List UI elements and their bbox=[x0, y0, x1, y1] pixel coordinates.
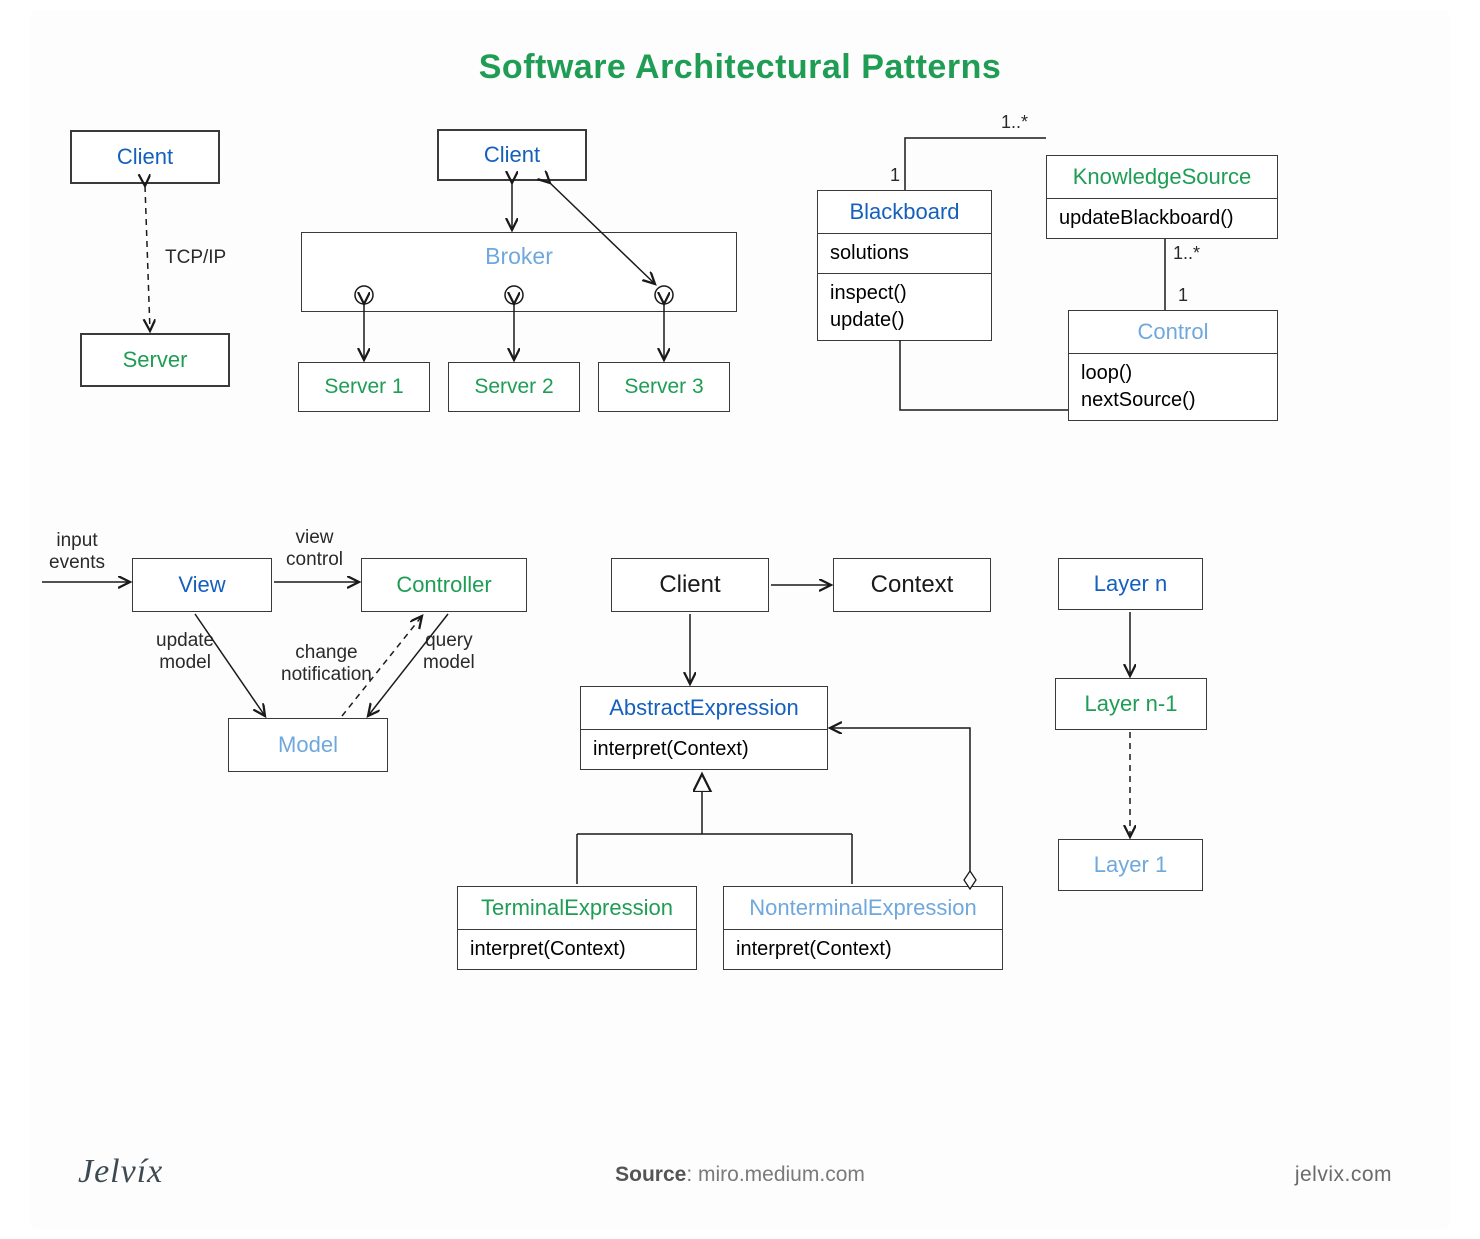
int-context-box: Context bbox=[833, 558, 991, 612]
bb-blackboard-attrs: solutions bbox=[818, 234, 991, 274]
diagram-canvas: Software Architectural Patterns Client S… bbox=[30, 10, 1450, 1229]
bb-ks-name: KnowledgeSource bbox=[1047, 156, 1277, 199]
int-abstract-uml: AbstractExpression interpret(Context) bbox=[580, 686, 828, 770]
bb-blackboard-name: Blackboard bbox=[818, 191, 991, 234]
int-terminal-uml: TerminalExpression interpret(Context) bbox=[457, 886, 697, 970]
int-terminal-name: TerminalExpression bbox=[458, 887, 696, 930]
bb-mult-1b: 1 bbox=[1178, 285, 1188, 306]
cs-edge-label: TCP/IP bbox=[165, 247, 226, 269]
broker-server2-box: Server 2 bbox=[448, 362, 580, 412]
int-abstract-name: AbstractExpression bbox=[581, 687, 827, 730]
bb-control-name: Control bbox=[1069, 311, 1277, 354]
source-value: miro.medium.com bbox=[698, 1163, 865, 1186]
bb-mult-1star-a: 1..* bbox=[1001, 112, 1028, 133]
int-nonterminal-uml: NonterminalExpression interpret(Context) bbox=[723, 886, 1003, 970]
mvc-input-label: input events bbox=[49, 530, 105, 574]
broker-box: Broker bbox=[301, 232, 737, 312]
broker-server1-box: Server 1 bbox=[298, 362, 430, 412]
bb-blackboard-ops: inspect() update() bbox=[818, 274, 991, 340]
cs-server-box: Server bbox=[80, 333, 230, 387]
bb-blackboard-uml: Blackboard solutions inspect() update() bbox=[817, 190, 992, 341]
int-client-box: Client bbox=[611, 558, 769, 612]
bb-mult-1a: 1 bbox=[890, 165, 900, 186]
layer-n-box: Layer n bbox=[1058, 558, 1203, 610]
site-url: jelvix.com bbox=[1295, 1163, 1392, 1187]
mvc-model-box: Model bbox=[228, 718, 388, 772]
bb-mult-1star-b: 1..* bbox=[1173, 243, 1200, 264]
mvc-change-label: change notification bbox=[281, 642, 372, 686]
mvc-viewctrl-label: view control bbox=[286, 527, 343, 571]
int-nonterminal-ops: interpret(Context) bbox=[724, 930, 1002, 969]
bb-control-ops: loop() nextSource() bbox=[1069, 354, 1277, 420]
bb-control-uml: Control loop() nextSource() bbox=[1068, 310, 1278, 421]
layer-n1-box: Layer n-1 bbox=[1055, 678, 1207, 730]
bb-ks-uml: KnowledgeSource updateBlackboard() bbox=[1046, 155, 1278, 239]
bb-ks-ops: updateBlackboard() bbox=[1047, 199, 1277, 238]
mvc-controller-box: Controller bbox=[361, 558, 527, 612]
int-terminal-ops: interpret(Context) bbox=[458, 930, 696, 969]
int-nonterminal-name: NonterminalExpression bbox=[724, 887, 1002, 930]
cs-client-box: Client bbox=[70, 130, 220, 184]
mvc-view-box: View bbox=[132, 558, 272, 612]
source-attribution: Source: miro.medium.com bbox=[30, 1163, 1450, 1187]
broker-client-box: Client bbox=[437, 129, 587, 181]
int-abstract-ops: interpret(Context) bbox=[581, 730, 827, 769]
source-label: Source bbox=[615, 1163, 686, 1186]
mvc-query-label: query model bbox=[423, 630, 475, 674]
page-title: Software Architectural Patterns bbox=[30, 48, 1450, 87]
mvc-update-label: update model bbox=[156, 630, 214, 674]
layer-1-box: Layer 1 bbox=[1058, 839, 1203, 891]
broker-server3-box: Server 3 bbox=[598, 362, 730, 412]
